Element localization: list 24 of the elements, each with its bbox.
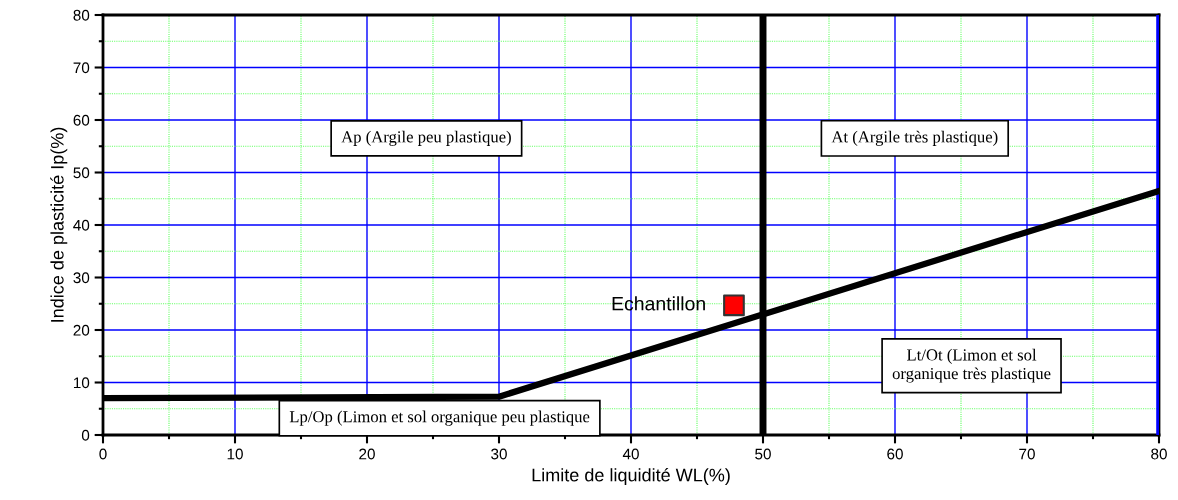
y-tick-label: 30 <box>73 272 90 284</box>
x-tick-label: 40 <box>622 448 639 460</box>
x-axis-title: Limite de liquidité WL(%) <box>532 467 730 486</box>
annotation: At (Argile très plastique) <box>831 130 998 146</box>
y-tick-label: 0 <box>81 429 90 441</box>
y-tick-label: 70 <box>73 62 90 74</box>
y-tick-label: 40 <box>73 219 90 231</box>
x-tick-label: 70 <box>1019 448 1035 460</box>
y-tick-label: 10 <box>73 377 90 389</box>
annotation: Ap (Argile peu plastique) <box>341 130 511 146</box>
x-tick-label: 30 <box>491 448 507 460</box>
y-tick-label: 50 <box>73 167 90 179</box>
x-tick-label: 0 <box>99 448 107 460</box>
x-tick-label: 80 <box>1151 448 1167 460</box>
y-tick-label: 80 <box>73 9 90 21</box>
x-tick-label: 10 <box>227 448 243 460</box>
x-tick-label: 20 <box>359 448 375 460</box>
x-tick-label: 50 <box>755 448 771 460</box>
annotation: Lt/Ot (Limon et sol organique très plastique <box>892 348 1051 383</box>
y-tick-label: 20 <box>73 324 90 336</box>
annotation: Lp/Op (Limon et sol organique peu plastique <box>289 410 590 426</box>
y-axis-title: Indice de plasticité Ip(%) <box>50 127 68 322</box>
y-tick-label: 60 <box>73 114 90 126</box>
x-tick-label: 60 <box>887 448 903 460</box>
